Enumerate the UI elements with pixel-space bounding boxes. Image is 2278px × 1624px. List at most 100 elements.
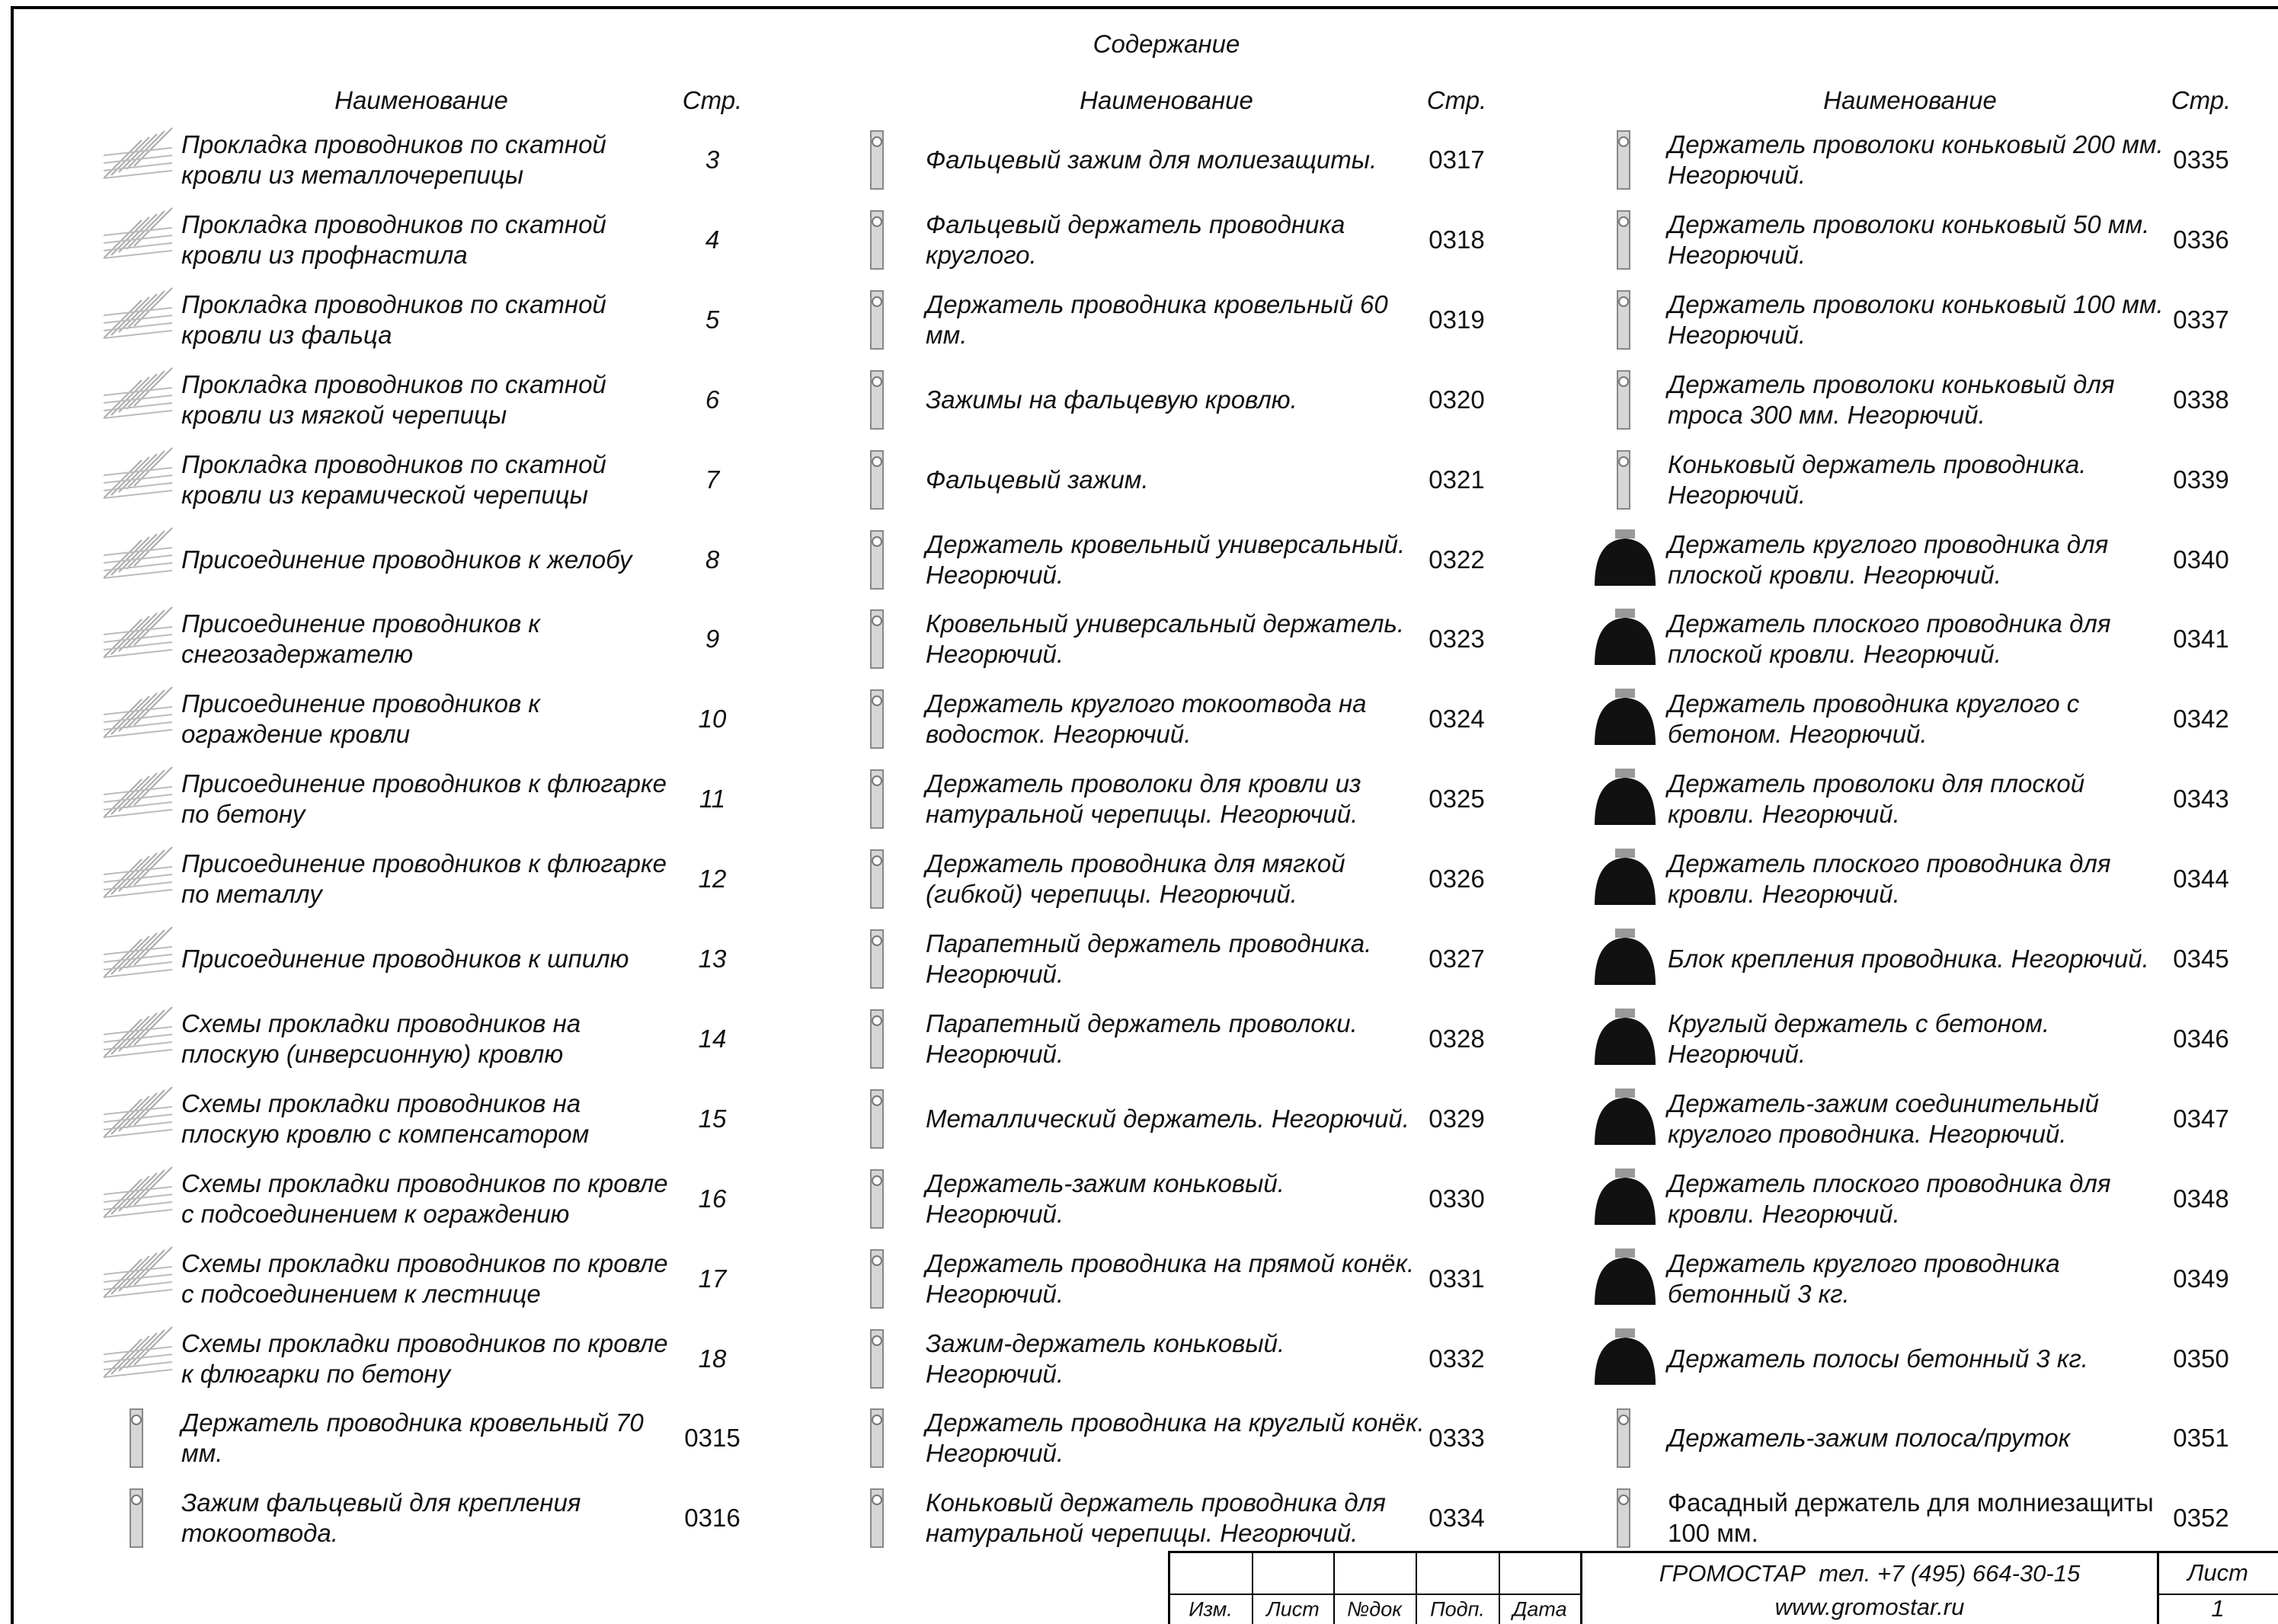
icon-shape <box>103 481 173 491</box>
icon-shape <box>872 1415 882 1426</box>
icon-shape <box>133 846 173 886</box>
icon-shape <box>103 306 173 316</box>
icon-shape <box>103 394 173 404</box>
item-name: Держатель круглого проводника для плоско… <box>1668 529 2109 589</box>
item-page: 0346 <box>2173 1024 2229 1053</box>
product-icon <box>1617 1408 1630 1469</box>
item-name: Держатель проводника кровельный 60 мм. <box>926 289 1388 349</box>
product-icon <box>1595 929 1656 985</box>
icon-shape <box>103 699 142 739</box>
icon-shape <box>118 372 158 413</box>
icon-shape <box>103 881 173 891</box>
rule <box>2157 1594 2278 1595</box>
item-name: Блок крепления проводника. Негорючий. <box>1668 945 2149 973</box>
item-page: 0322 <box>1429 545 1485 574</box>
icon-shape <box>103 299 142 339</box>
icon-shape <box>872 1495 882 1506</box>
item-page: 5 <box>705 305 720 334</box>
icon-shape <box>1595 1337 1656 1385</box>
item-page: 0329 <box>1429 1104 1485 1133</box>
icon-shape <box>103 546 173 556</box>
item-page: 0323 <box>1429 625 1485 654</box>
item-name: Парапетный держатель проводника. Негорюч… <box>926 929 1372 988</box>
rule <box>1333 1551 1335 1624</box>
rule <box>1499 1551 1500 1624</box>
icon-shape <box>133 766 173 806</box>
icon-shape <box>118 612 158 653</box>
item-name: Держатель проволоки для кровли из натура… <box>926 769 1361 829</box>
icon-shape <box>103 155 173 164</box>
item-name: Парапетный держатель проволоки. Негорючи… <box>926 1009 1358 1068</box>
icon-shape <box>103 969 173 978</box>
item-page: 0336 <box>2173 225 2229 254</box>
item-name: Прокладка проводников по скатной кровли … <box>181 449 606 509</box>
column-header: Стр. <box>682 86 743 114</box>
item-page: 11 <box>699 785 726 814</box>
icon-shape <box>103 569 173 579</box>
item-page: 6 <box>705 385 720 414</box>
icon-shape <box>118 532 158 573</box>
item-name: Держатель-зажим коньковый. Негорючий. <box>926 1168 1285 1228</box>
icon-shape <box>872 376 882 387</box>
product-icon <box>1617 209 1630 270</box>
item-page: 0335 <box>2173 145 2229 174</box>
icon-shape <box>133 1325 173 1366</box>
icon-shape <box>103 554 173 564</box>
icon-shape <box>133 1165 173 1206</box>
item-page: 13 <box>698 945 727 973</box>
icon-shape <box>118 852 158 892</box>
frame-top <box>11 6 2278 9</box>
product-icon <box>870 289 884 350</box>
item-name: Зажим-держатель коньковый. Негорючий. <box>926 1328 1285 1388</box>
icon-shape <box>872 1255 882 1266</box>
item-page: 0331 <box>1429 1264 1485 1293</box>
item-page: 0332 <box>1429 1344 1485 1373</box>
sheet-number: 1 <box>2211 1595 2225 1622</box>
item-name: Держатель проволоки для плоской кровли. … <box>1668 769 2085 829</box>
icon-shape <box>872 775 882 787</box>
icon-shape <box>103 329 173 339</box>
item-name: Фасадный держатель для молниезащиты 100 … <box>1668 1488 2154 1548</box>
item-page: 0316 <box>684 1504 741 1533</box>
icon-shape <box>133 1006 173 1046</box>
icon-shape <box>103 1368 173 1378</box>
item-page: 0328 <box>1429 1024 1485 1053</box>
rule <box>1252 1551 1253 1624</box>
item-page: 7 <box>705 465 720 494</box>
icon-shape <box>872 1175 882 1186</box>
item-name: Прокладка проводников по скатной кровли … <box>181 369 606 429</box>
product-icon <box>1595 529 1656 586</box>
item-name: Держатель проволоки коньковый 100 мм. Не… <box>1668 289 2164 349</box>
icon-shape <box>1595 618 1656 666</box>
item-name: Зажим фальцевый для крепления токоотвода… <box>181 1488 581 1548</box>
icon-shape <box>103 858 142 898</box>
website: www.gromostar.ru <box>1774 1594 1965 1620</box>
product-icon <box>103 766 173 819</box>
icon-shape <box>103 1200 173 1210</box>
icon-shape <box>103 1273 173 1283</box>
product-icon <box>103 446 173 499</box>
icon-shape <box>872 216 882 227</box>
icon-shape <box>103 1280 173 1290</box>
product-icon <box>1595 1008 1656 1065</box>
item-page: 0352 <box>2173 1504 2229 1533</box>
item-name: Зажимы на фальцевую кровлю. <box>926 385 1297 414</box>
icon-shape <box>103 721 173 731</box>
icon-shape <box>133 127 173 167</box>
icon-shape <box>872 535 882 547</box>
item-page: 0325 <box>1429 785 1485 814</box>
icon-shape <box>103 1120 173 1130</box>
icon-shape <box>103 714 173 724</box>
icon-shape <box>103 219 142 259</box>
icon-shape <box>103 321 173 331</box>
product-icon <box>870 1488 884 1549</box>
icon-shape <box>103 1098 142 1138</box>
item-name: Фальцевый держатель проводника круглого. <box>926 209 1345 269</box>
item-name: Схемы прокладки проводников на плоскую к… <box>181 1089 590 1148</box>
item-page: 0321 <box>1429 465 1485 494</box>
stamp-label: Подп. <box>1430 1597 1485 1621</box>
column-header: Наименование <box>1823 86 1997 114</box>
item-name: Держатель кровельный универсальный. Него… <box>926 529 1406 589</box>
column-header: Стр. <box>2171 86 2232 114</box>
icon-shape <box>118 1012 158 1052</box>
